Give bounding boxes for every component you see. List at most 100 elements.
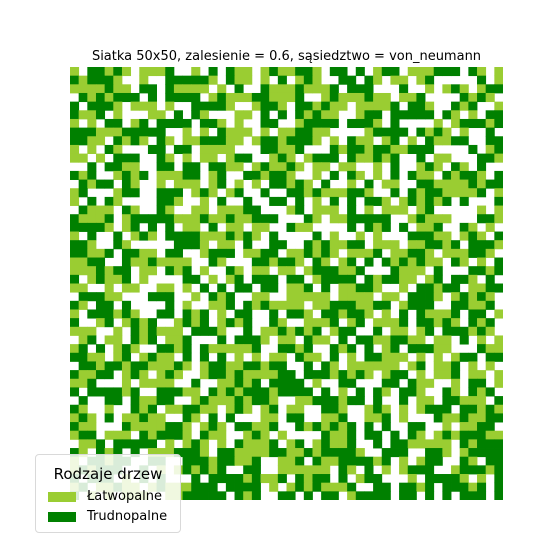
cell-trudnopalne [208, 482, 218, 492]
cell-latwopalne [459, 84, 469, 94]
cell-latwopalne [295, 404, 305, 414]
cell-latwopalne [113, 127, 123, 137]
cell-trudnopalne [494, 465, 503, 475]
cell-latwopalne [468, 110, 478, 120]
cell-trudnopalne [70, 214, 80, 224]
cell-trudnopalne [295, 136, 305, 146]
cell-latwopalne [165, 101, 175, 111]
cell-latwopalne [260, 127, 270, 137]
cell-trudnopalne [477, 248, 487, 258]
cell-trudnopalne [442, 67, 452, 77]
cell-trudnopalne [156, 136, 166, 146]
cell-trudnopalne [312, 456, 322, 466]
cell-latwopalne [399, 144, 409, 154]
cell-trudnopalne [199, 309, 209, 319]
cell-trudnopalne [147, 214, 157, 224]
cell-trudnopalne [182, 335, 192, 345]
cell-latwopalne [191, 179, 201, 189]
cell-trudnopalne [373, 387, 383, 397]
cell-trudnopalne [459, 491, 469, 500]
cell-latwopalne [87, 439, 97, 449]
cell-trudnopalne [243, 335, 253, 345]
cell-latwopalne [147, 378, 157, 388]
cell-trudnopalne [442, 396, 452, 406]
cell-latwopalne [364, 309, 374, 319]
legend-swatch-trudnopalne [48, 512, 76, 522]
cell-trudnopalne [373, 144, 383, 154]
cell-trudnopalne [251, 456, 261, 466]
cell-latwopalne [199, 196, 209, 206]
cell-trudnopalne [381, 482, 391, 492]
cell-trudnopalne [477, 326, 487, 336]
cell-latwopalne [234, 67, 244, 77]
cell-latwopalne [312, 84, 322, 94]
cell-trudnopalne [459, 413, 469, 423]
cell-latwopalne [459, 257, 469, 267]
cell-latwopalne [199, 84, 209, 94]
cell-latwopalne [442, 179, 452, 189]
cell-trudnopalne [416, 179, 426, 189]
cell-trudnopalne [130, 318, 140, 328]
cell-latwopalne [381, 352, 391, 362]
cell-latwopalne [199, 266, 209, 276]
cell-latwopalne [381, 361, 391, 371]
cell-trudnopalne [381, 422, 391, 432]
cell-trudnopalne [251, 170, 261, 180]
cell-trudnopalne [312, 396, 322, 406]
cell-trudnopalne [425, 144, 435, 154]
cell-trudnopalne [494, 110, 503, 120]
cell-trudnopalne [277, 448, 287, 458]
cell-trudnopalne [199, 136, 209, 146]
cell-latwopalne [442, 84, 452, 94]
cell-trudnopalne [173, 430, 183, 440]
cell-latwopalne [338, 439, 348, 449]
cell-latwopalne [225, 274, 235, 284]
cell-trudnopalne [407, 196, 417, 206]
cell-latwopalne [303, 396, 313, 406]
cell-latwopalne [321, 205, 331, 215]
cell-trudnopalne [364, 465, 374, 475]
cell-trudnopalne [329, 318, 339, 328]
cell-trudnopalne [191, 170, 201, 180]
cell-latwopalne [225, 101, 235, 111]
cell-latwopalne [78, 326, 88, 336]
cell-latwopalne [139, 248, 149, 258]
cell-latwopalne [173, 318, 183, 328]
cell-latwopalne [416, 162, 426, 172]
cell-trudnopalne [425, 196, 435, 206]
cell-trudnopalne [425, 474, 435, 484]
cell-latwopalne [165, 283, 175, 293]
cell-latwopalne [451, 465, 461, 475]
cell-trudnopalne [451, 257, 461, 267]
cell-latwopalne [494, 430, 503, 440]
cell-trudnopalne [243, 465, 253, 475]
cell-latwopalne [425, 257, 435, 267]
cell-trudnopalne [321, 309, 331, 319]
cell-latwopalne [303, 352, 313, 362]
cell-latwopalne [338, 266, 348, 276]
cell-latwopalne [243, 396, 253, 406]
cell-trudnopalne [433, 67, 443, 77]
cell-trudnopalne [312, 153, 322, 163]
cell-latwopalne [442, 344, 452, 354]
cell-trudnopalne [277, 110, 287, 120]
cell-trudnopalne [173, 240, 183, 250]
cell-latwopalne [147, 448, 157, 458]
cell-trudnopalne [329, 344, 339, 354]
cell-latwopalne [147, 231, 157, 241]
cell-trudnopalne [87, 257, 97, 267]
cell-latwopalne [182, 179, 192, 189]
cell-trudnopalne [260, 101, 270, 111]
cell-latwopalne [433, 283, 443, 293]
cell-trudnopalne [243, 170, 253, 180]
cell-trudnopalne [277, 326, 287, 336]
cell-trudnopalne [260, 118, 270, 129]
cell-latwopalne [364, 370, 374, 380]
cell-trudnopalne [87, 430, 97, 440]
cell-latwopalne [321, 413, 331, 423]
cell-trudnopalne [269, 240, 279, 250]
cell-trudnopalne [165, 370, 175, 380]
cell-latwopalne [399, 274, 409, 284]
cell-latwopalne [407, 214, 417, 224]
cell-trudnopalne [295, 92, 305, 103]
